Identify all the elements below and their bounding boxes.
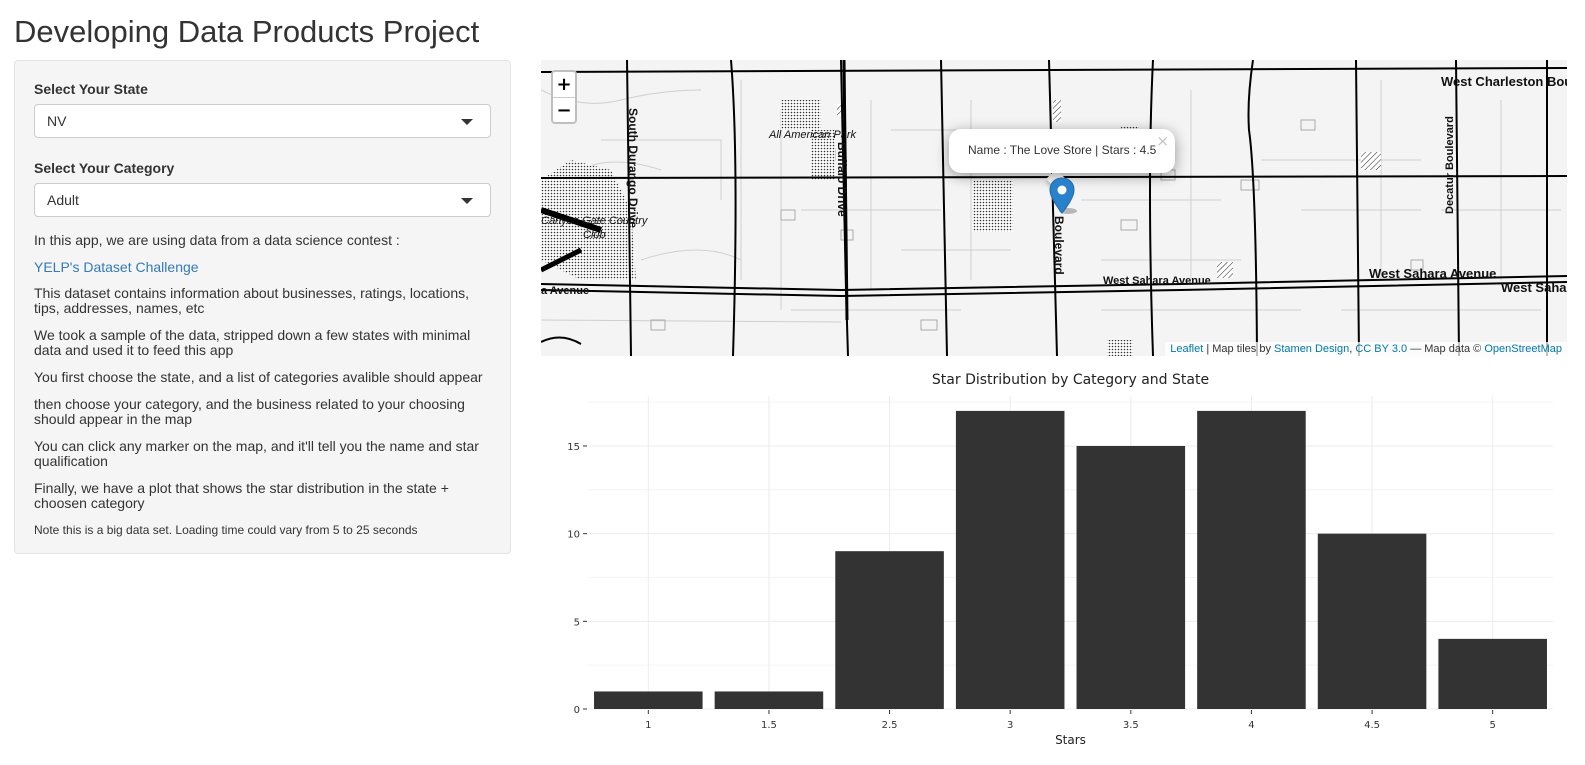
cc-link[interactable]: CC BY 3.0 — [1355, 343, 1408, 355]
x-tick-label: 3 — [1007, 720, 1013, 731]
caret-down-icon — [461, 198, 473, 204]
description-paragraph: We took a sample of the data, stripped d… — [34, 327, 471, 358]
street-label: Buffalo Drive — [835, 142, 849, 217]
x-tick-label: 1.5 — [761, 720, 777, 731]
street-label: a Avenue — [541, 285, 589, 297]
street-label: West Sahara Avenue — [1103, 275, 1211, 287]
chart-bar — [714, 691, 824, 709]
chart-bar — [955, 410, 1065, 709]
street-label: Decatur Boulevard — [1444, 116, 1456, 214]
marker-popup: Name : The Love Store | Stars : 4.5 × — [949, 129, 1175, 173]
street-label: West Sahara Avenue — [1369, 266, 1496, 281]
description-paragraph: This dataset contains information about … — [34, 285, 470, 316]
star-distribution-chart: 0 5 10 15 1 1.5 2.5 3 3.5 4 4.5 5 Star Distribution … — [567, 372, 1553, 747]
place-label: Club — [583, 229, 606, 241]
leaflet-map[interactable]: South Durango Drive All American Park Bu… — [541, 60, 1567, 356]
map-marker-icon[interactable] — [1049, 177, 1077, 217]
x-tick-label: 2.5 — [882, 720, 898, 731]
attribution-text: | Map tiles by — [1203, 343, 1275, 355]
popup-text: Name : The Love Store | Stars : 4.5 — [968, 143, 1157, 157]
category-select[interactable]: Adult — [34, 183, 491, 217]
y-tick-label: 10 — [567, 530, 580, 541]
zoom-in-button[interactable]: + — [556, 74, 572, 95]
park-label: All American Park — [768, 129, 857, 141]
yelp-dataset-link[interactable]: YELP's Dataset Challenge — [34, 259, 199, 275]
description-paragraph: You can click any marker on the map, and… — [34, 438, 479, 469]
attribution-sep: , — [1349, 343, 1356, 355]
x-tick-label: 3.5 — [1123, 720, 1139, 731]
category-select-group: Select Your Category Adult — [34, 160, 491, 217]
chart-bar — [1197, 410, 1306, 709]
x-axis-label: Stars — [1055, 733, 1086, 747]
category-select-label: Select Your Category — [34, 160, 175, 176]
sidebar-panel: Select Your State NV Select Your Categor… — [14, 60, 511, 554]
chart-bar — [835, 551, 944, 709]
x-tick-label: 1 — [645, 720, 651, 731]
street-label: West Saha — [1501, 280, 1567, 295]
description-paragraph: You first choose the state, and a list o… — [34, 369, 483, 385]
category-select-value: Adult — [47, 192, 79, 208]
street-label: South Durango Drive — [626, 108, 640, 228]
street-label: Boulevard — [1052, 216, 1066, 275]
x-tick-label: 4 — [1248, 720, 1254, 731]
chart-title: Star Distribution by Category and State — [932, 372, 1209, 388]
intro-text: In this app, we are using data from a da… — [34, 232, 400, 248]
chart-bar — [594, 691, 703, 709]
y-tick-label: 15 — [567, 442, 580, 453]
state-select-group: Select Your State NV — [34, 81, 491, 138]
state-select[interactable]: NV — [34, 104, 491, 138]
leaflet-link[interactable]: Leaflet — [1170, 343, 1204, 355]
attribution-text: — Map data © — [1407, 343, 1485, 355]
x-tick-label: 4.5 — [1364, 720, 1380, 731]
stamen-link[interactable]: Stamen Design — [1274, 343, 1350, 355]
chart-bar — [1317, 533, 1427, 709]
page-title: Developing Data Products Project — [14, 14, 480, 49]
y-tick-label: 0 — [574, 705, 580, 716]
map-attribution: Leaflet | Map tiles by Stamen Design, CC… — [1165, 342, 1567, 356]
place-label: Canyon Gate Country — [541, 215, 649, 227]
chart-bar — [1076, 445, 1186, 709]
chart-bar — [1438, 638, 1547, 709]
description-paragraph: Finally, we have a plot that shows the s… — [34, 480, 449, 511]
caret-down-icon — [461, 119, 473, 125]
close-icon[interactable]: × — [1156, 132, 1169, 150]
y-tick-label: 5 — [574, 617, 580, 628]
state-select-value: NV — [47, 113, 67, 129]
zoom-out-button[interactable]: − — [553, 97, 575, 122]
osm-link[interactable]: OpenStreetMap — [1484, 343, 1562, 355]
zoom-control: + − — [551, 70, 577, 124]
street-label: West Charleston Bou — [1441, 74, 1567, 89]
loading-note: Note this is a big data set. Loading tim… — [34, 523, 418, 537]
x-tick-label: 5 — [1490, 720, 1496, 731]
state-select-label: Select Your State — [34, 81, 148, 97]
description-paragraph: then choose your category, and the busin… — [34, 396, 465, 427]
map-tiles: South Durango Drive All American Park Bu… — [541, 60, 1567, 356]
